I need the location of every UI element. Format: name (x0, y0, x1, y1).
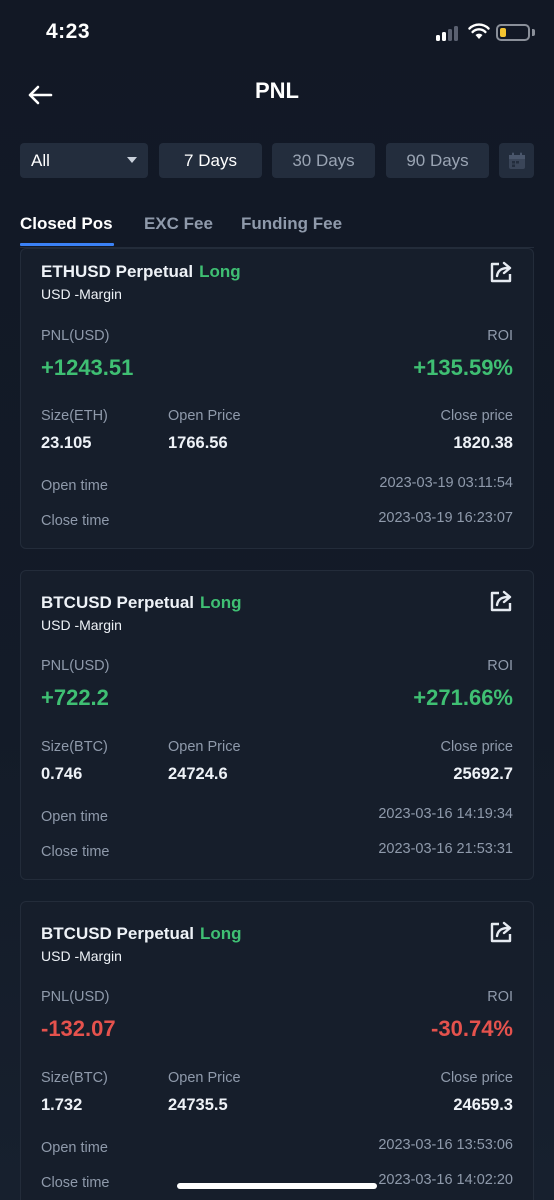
position-side: Long (200, 593, 242, 612)
open-price-value: 1766.56 (168, 434, 228, 452)
position-card[interactable]: BTCUSD Perpetual Long USD -Margin PNL(USD… (20, 570, 534, 880)
size-value: 0.746 (41, 765, 83, 783)
close-price-value: 1820.38 (453, 434, 513, 452)
close-time-label: Close time (41, 513, 110, 529)
close-price-label: Close price (440, 1070, 513, 1086)
position-margin: USD -Margin (41, 948, 122, 964)
roi-value: +135.59% (413, 355, 513, 380)
status-bar: 4:23 (0, 0, 554, 66)
close-price-value: 25692.7 (453, 765, 513, 783)
pnl-label: PNL(USD) (41, 328, 110, 344)
nav-bar: PNL (0, 66, 554, 124)
close-price-label: Close price (440, 739, 513, 755)
position-symbol: BTCUSD Perpetual (41, 924, 195, 943)
close-price-value: 24659.3 (453, 1096, 513, 1114)
home-indicator[interactable] (177, 1183, 377, 1189)
pnl-label: PNL(USD) (41, 989, 110, 1005)
tab-funding-fee[interactable]: Funding Fee (241, 214, 343, 233)
open-time-value: 2023-03-19 03:11:54 (379, 475, 513, 491)
roi-value: -30.74% (431, 1016, 513, 1041)
share-icon[interactable] (489, 920, 515, 944)
size-value: 1.732 (41, 1096, 83, 1114)
caret-down-icon (127, 157, 137, 163)
battery-icon (496, 24, 530, 41)
roi-label: ROI (487, 658, 513, 674)
filter-bar: All 7 Days 30 Days 90 Days (20, 143, 534, 179)
filter-90-days-button[interactable]: 90 Days (386, 143, 489, 178)
position-symbol: BTCUSD Perpetual (41, 593, 195, 612)
position-card[interactable]: ETHUSD Perpetual Long USD -Margin PNL(USD… (20, 248, 534, 549)
close-price-label: Close price (440, 408, 513, 424)
position-margin: USD -Margin (41, 286, 122, 302)
filter-30-days-button[interactable]: 30 Days (272, 143, 375, 178)
back-arrow-icon (28, 85, 53, 105)
size-value: 23.105 (41, 434, 92, 452)
size-label: Size(ETH) (41, 408, 108, 424)
filter-7-days-button[interactable]: 7 Days (159, 143, 262, 178)
close-time-value: 2023-03-19 16:23:07 (378, 510, 513, 526)
position-title: BTCUSD Perpetual Long (41, 593, 242, 613)
close-time-value: 2023-03-16 21:53:31 (378, 841, 513, 857)
tab-bar: Closed Pos EXC Fee Funding Fee (20, 208, 534, 248)
pnl-value: -132.07 (41, 1016, 116, 1041)
pnl-label: PNL(USD) (41, 658, 110, 674)
active-tab-indicator (20, 243, 114, 246)
share-icon[interactable] (489, 260, 515, 284)
page-title: PNL (255, 78, 299, 103)
open-time-label: Open time (41, 478, 108, 494)
position-symbol: ETHUSD Perpetual (41, 262, 194, 281)
battery-tip (532, 29, 535, 36)
pnl-value: +1243.51 (41, 355, 134, 380)
share-icon[interactable] (489, 589, 515, 613)
open-price-label: Open Price (168, 408, 241, 424)
position-side: Long (200, 924, 242, 943)
tab-exc-fee[interactable]: EXC Fee (144, 214, 213, 233)
roi-label: ROI (487, 328, 513, 344)
open-time-label: Open time (41, 1140, 108, 1156)
position-title: BTCUSD Perpetual Long (41, 924, 242, 944)
close-time-label: Close time (41, 844, 110, 860)
open-price-value: 24735.5 (168, 1096, 228, 1114)
position-title: ETHUSD Perpetual Long (41, 262, 241, 282)
calendar-icon (508, 152, 525, 169)
open-price-label: Open Price (168, 1070, 241, 1086)
symbol-filter-select[interactable]: All (20, 143, 148, 178)
open-time-value: 2023-03-16 13:53:06 (378, 1137, 513, 1153)
open-price-label: Open Price (168, 739, 241, 755)
open-time-label: Open time (41, 809, 108, 825)
back-button[interactable] (22, 78, 58, 112)
size-label: Size(BTC) (41, 1070, 108, 1086)
tab-closed-pos[interactable]: Closed Pos (20, 214, 113, 233)
pnl-value: +722.2 (41, 685, 109, 710)
size-label: Size(BTC) (41, 739, 108, 755)
wifi-icon (468, 23, 490, 39)
roi-value: +271.66% (413, 685, 513, 710)
close-time-value: 2023-03-16 14:02:20 (378, 1172, 513, 1188)
status-time: 4:23 (46, 20, 91, 43)
open-price-value: 24724.6 (168, 765, 228, 783)
calendar-button[interactable] (499, 143, 534, 178)
signal-icon (436, 25, 462, 41)
roi-label: ROI (487, 989, 513, 1005)
open-time-value: 2023-03-16 14:19:34 (378, 806, 513, 822)
symbol-filter-value: All (31, 150, 50, 170)
position-margin: USD -Margin (41, 617, 122, 633)
position-side: Long (199, 262, 241, 281)
position-card[interactable]: BTCUSD Perpetual Long USD -Margin PNL(USD… (20, 901, 534, 1200)
close-time-label: Close time (41, 1175, 110, 1191)
